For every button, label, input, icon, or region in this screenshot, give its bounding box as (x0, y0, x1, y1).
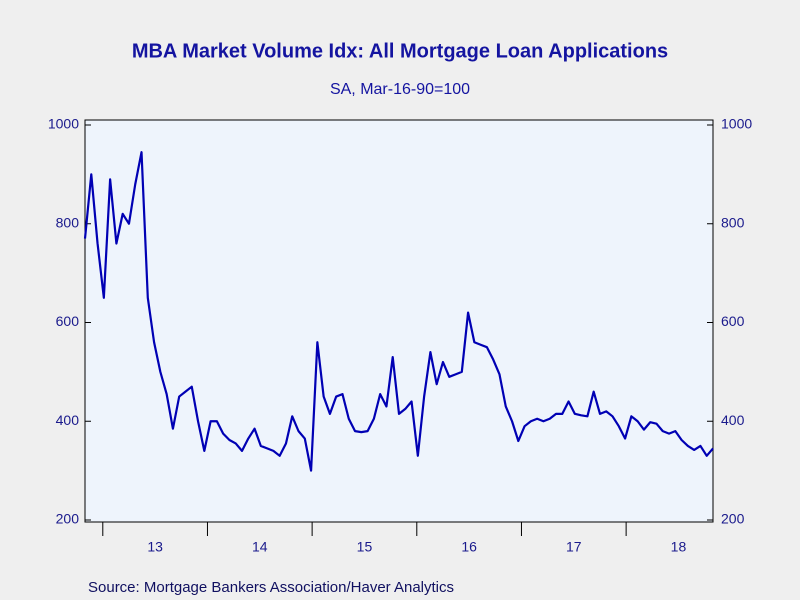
y2-tick-label: 200 (721, 511, 745, 527)
y2-tick-label: 600 (721, 313, 745, 329)
chart-title: MBA Market Volume Idx: All Mortgage Loan… (132, 40, 668, 62)
source-note: Source: Mortgage Bankers Association/Hav… (88, 579, 454, 596)
plot-area (84, 119, 714, 523)
y2-tick-label: 400 (721, 412, 745, 428)
x-tick-label: 17 (566, 539, 582, 555)
y-tick-label: 400 (56, 412, 80, 428)
y2-tick-label: 800 (721, 214, 745, 230)
y-tick-label: 600 (56, 313, 80, 329)
x-tick-label: 15 (357, 539, 373, 555)
y-tick-label: 200 (56, 511, 80, 527)
x-tick-label: 14 (252, 539, 268, 555)
series-line (83, 151, 714, 472)
x-tick-label: 18 (671, 539, 687, 555)
x-tick-label: 13 (147, 539, 163, 555)
y2-tick-label: 1000 (721, 116, 752, 132)
y-tick-label: 800 (56, 214, 80, 230)
x-tick-label: 16 (461, 539, 477, 555)
chart-subtitle: SA, Mar-16-90=100 (330, 81, 470, 98)
y-tick-label: 1000 (48, 116, 79, 132)
